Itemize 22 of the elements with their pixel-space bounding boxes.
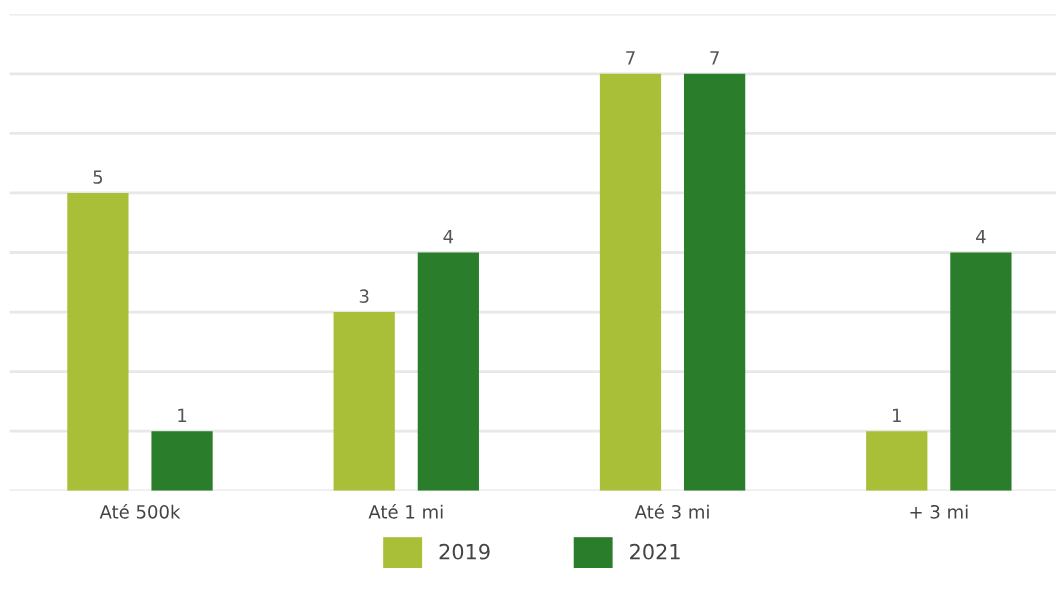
data-label: 4 <box>443 230 454 244</box>
legend-label: 2021 <box>630 543 680 560</box>
data-label: 3 <box>359 289 369 303</box>
bar <box>599 73 662 491</box>
bar <box>151 431 213 491</box>
x-tick-label: Até 3 mi <box>634 503 709 519</box>
x-tick-label: Até 1 mi <box>368 503 443 519</box>
bar <box>684 73 746 491</box>
x-tick-label: + 3 mi <box>910 504 968 519</box>
bar <box>866 431 928 491</box>
data-label: 7 <box>626 51 635 65</box>
data-label: 4 <box>976 230 986 244</box>
data-label: 1 <box>178 408 187 422</box>
bar <box>67 192 129 491</box>
bar <box>333 312 395 491</box>
data-label: 7 <box>710 51 719 65</box>
data-label: 5 <box>93 170 103 184</box>
data-label: 1 <box>893 408 901 422</box>
legend-label: 2019 <box>439 543 490 560</box>
bar <box>950 252 1012 491</box>
bar <box>417 252 479 491</box>
x-tick-label: Até 500k <box>99 503 181 519</box>
